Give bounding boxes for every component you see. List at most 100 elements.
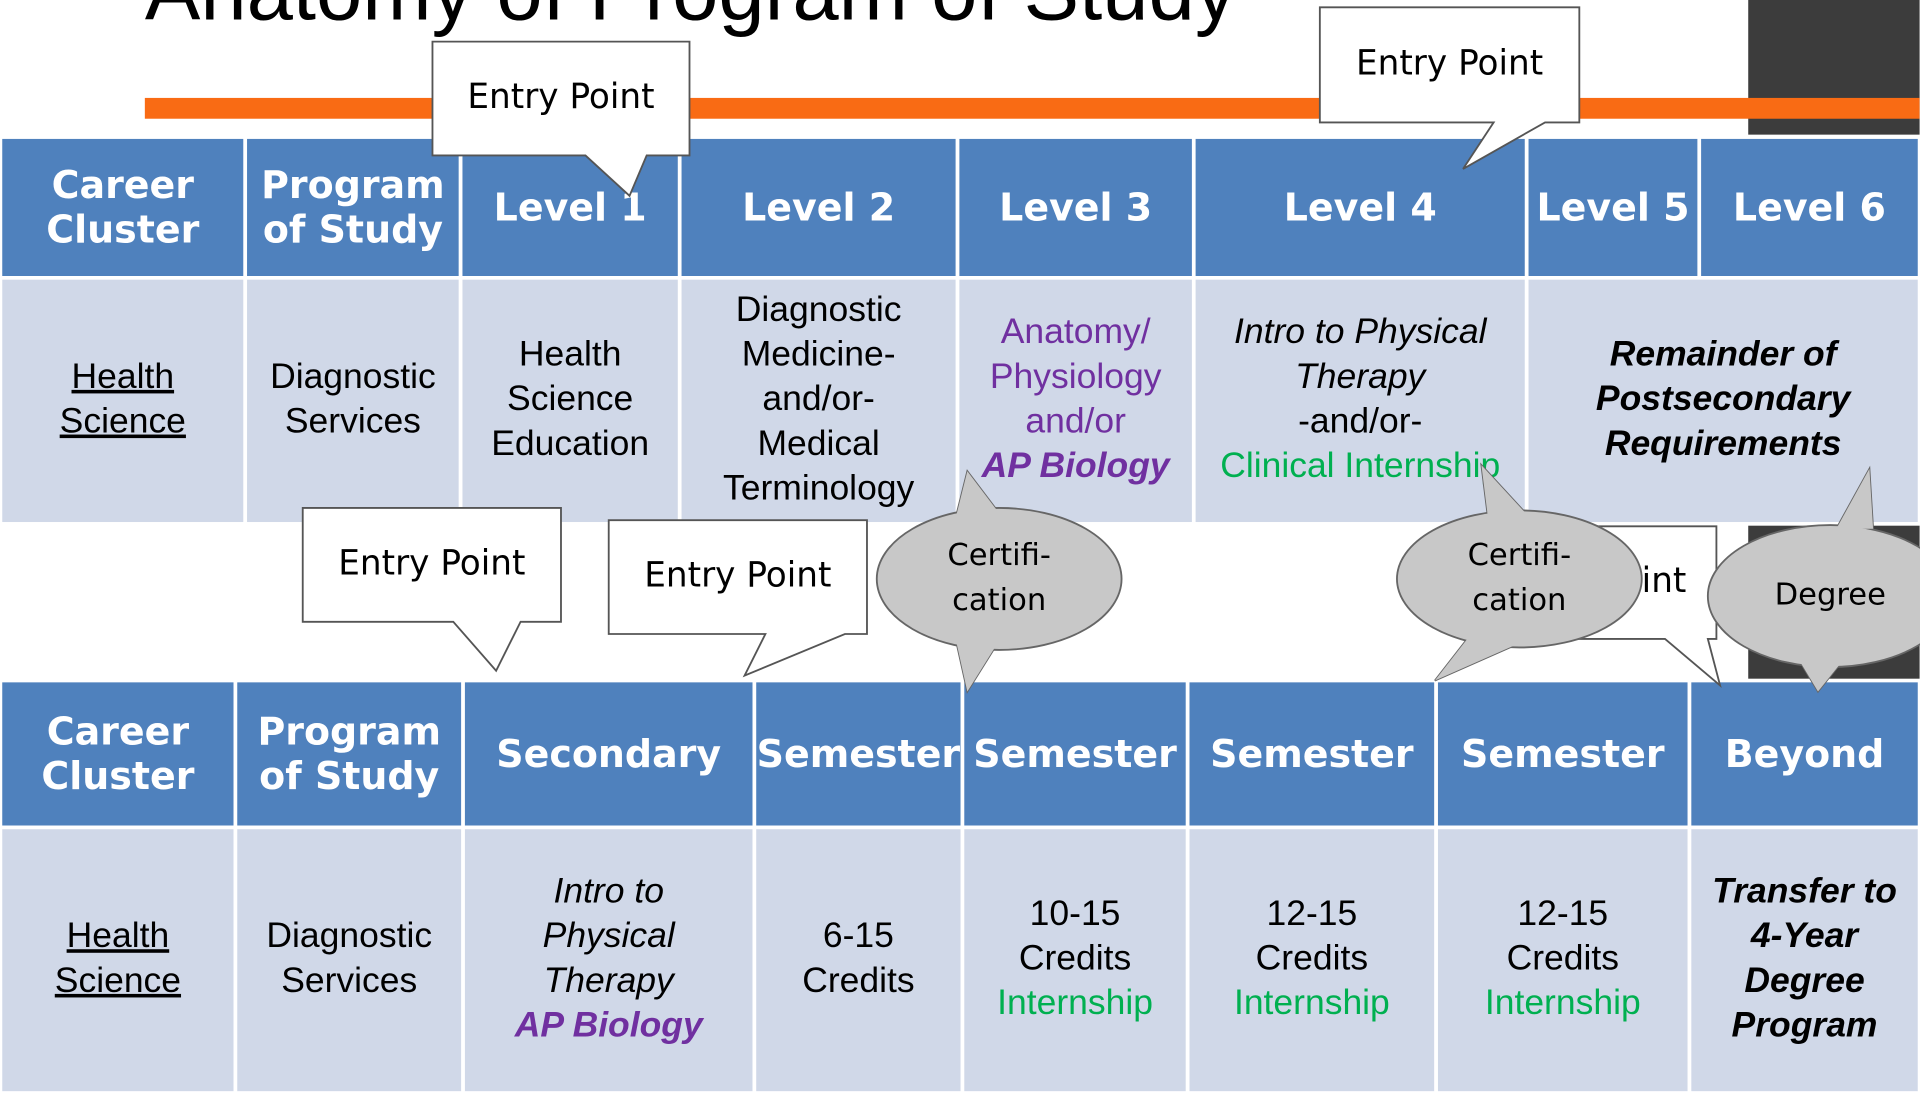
- cell-text: Credits: [802, 960, 914, 1000]
- callout-text: Entry Point: [644, 556, 831, 596]
- bubble-text: cation: [952, 583, 1046, 618]
- header-text: Beyond: [1725, 732, 1885, 776]
- cell-text: Medicine-: [742, 334, 896, 374]
- cell-text: 6-15: [823, 915, 894, 955]
- header-cell: [1697, 135, 1920, 280]
- cell-text: Therapy: [544, 960, 676, 1000]
- header-cell: [1687, 678, 1920, 830]
- body-cell: [1434, 825, 1692, 1093]
- callout-text: Entry Point: [338, 543, 525, 583]
- header-text: Program: [257, 710, 441, 754]
- cell-text: Credits: [1256, 938, 1368, 978]
- bubble-tail-fill: [955, 471, 998, 521]
- header-cell: [233, 678, 465, 830]
- cell-text: 4-Year: [1750, 915, 1860, 955]
- cell-text: 12-15: [1267, 893, 1358, 933]
- header-text: Career: [52, 163, 195, 207]
- callout-box: [607, 519, 868, 678]
- callout-box: [301, 507, 562, 673]
- cell-text: Remainder of: [1610, 334, 1840, 374]
- bubble-text: Degree: [1775, 578, 1886, 613]
- cell-text: Clinical Internship: [1220, 445, 1500, 485]
- cell-text: Requirements: [1605, 423, 1842, 463]
- header-text: of Study: [263, 208, 443, 252]
- header-text: of Study: [259, 754, 439, 798]
- bubble-tail-fill: [1481, 465, 1525, 515]
- bubble-text: Certifi-: [1468, 538, 1572, 573]
- body-cell: [0, 825, 238, 1093]
- cell-text: Therapy: [1295, 356, 1427, 396]
- orange-bar: [144, 97, 1920, 119]
- bubble-tail-fill: [1799, 660, 1843, 692]
- header-cell: [1524, 135, 1702, 280]
- slide-title: Anatomy of Program of Study: [145, 0, 1237, 38]
- bubble: [875, 507, 1123, 651]
- bubble-text: cation: [1472, 583, 1566, 618]
- cell-text: Anatomy/: [1001, 311, 1151, 351]
- cell-text: Physical: [543, 915, 676, 955]
- cell-text: AP Biology: [514, 1005, 705, 1045]
- header-text: Secondary: [496, 732, 721, 776]
- cell-text: and/or-: [762, 378, 874, 418]
- cell-text: and/or: [1025, 401, 1126, 441]
- callout-text: Entry Point: [1356, 43, 1543, 83]
- body-cell: [955, 276, 1196, 526]
- body-cell: [0, 276, 248, 526]
- cell-text: Health: [72, 356, 175, 396]
- cell-text: Services: [281, 960, 417, 1000]
- cell-text: Science: [55, 960, 181, 1000]
- body-cell: [752, 825, 965, 1093]
- cell-text: Education: [491, 423, 649, 463]
- header-cell: [955, 135, 1196, 280]
- cell-text: 10-15: [1030, 893, 1121, 933]
- header-cell: [461, 678, 757, 830]
- cell-text: 12-15: [1517, 893, 1608, 933]
- header-text: Semester: [973, 732, 1177, 776]
- cell-text: Diagnostic: [270, 356, 436, 396]
- bubble: [1396, 509, 1643, 649]
- header-text: Cluster: [46, 208, 199, 252]
- callout-text: Entry Point: [467, 77, 654, 117]
- cell-text: Degree: [1744, 960, 1864, 1000]
- header-text: Level 6: [1733, 185, 1886, 229]
- cell-text: Science: [60, 401, 186, 441]
- body-cell: [458, 276, 682, 526]
- body-cell: [461, 825, 757, 1093]
- cell-text: Credits: [1019, 938, 1131, 978]
- header-text: Level 5: [1536, 185, 1689, 229]
- header-text: Semester: [757, 732, 961, 776]
- cell-text: Internship: [1234, 982, 1390, 1022]
- header-cell: [677, 135, 960, 280]
- header-cell: [1185, 678, 1438, 830]
- header-text: Semester: [1461, 732, 1665, 776]
- cell-text: Intro to: [553, 871, 663, 911]
- bubble-text: Certifi-: [947, 538, 1051, 573]
- callout-box: [1318, 6, 1581, 170]
- cell-text: Transfer to: [1712, 871, 1897, 911]
- cell-text: Intro to Physical: [1234, 311, 1488, 351]
- cell-text: Services: [285, 401, 421, 441]
- bubble-tail-fill: [1836, 468, 1874, 529]
- bubble-tail-fill: [955, 636, 998, 692]
- body-cell: [677, 276, 960, 526]
- bubble-tail-fill: [1434, 636, 1519, 681]
- cell-text: Internship: [1485, 982, 1641, 1022]
- cell-text: AP Biology: [981, 445, 1172, 485]
- body-cell: [1191, 276, 1529, 526]
- cell-text: Terminology: [723, 468, 915, 508]
- cell-text: Postsecondary: [1596, 378, 1853, 418]
- header-text: Level 1: [494, 185, 647, 229]
- header-text: Level 2: [742, 185, 895, 229]
- body-cell: [960, 825, 1190, 1093]
- cell-text: Program: [1732, 1005, 1878, 1045]
- cell-text: Diagnostic: [266, 915, 432, 955]
- cell-text: Physiology: [990, 356, 1162, 396]
- cell-text: Diagnostic: [736, 289, 902, 329]
- cell-text: Health: [519, 334, 622, 374]
- header-text: Semester: [1210, 732, 1414, 776]
- body-cell: [233, 825, 465, 1093]
- header-text: Program: [261, 163, 445, 207]
- body-cell: [243, 276, 463, 526]
